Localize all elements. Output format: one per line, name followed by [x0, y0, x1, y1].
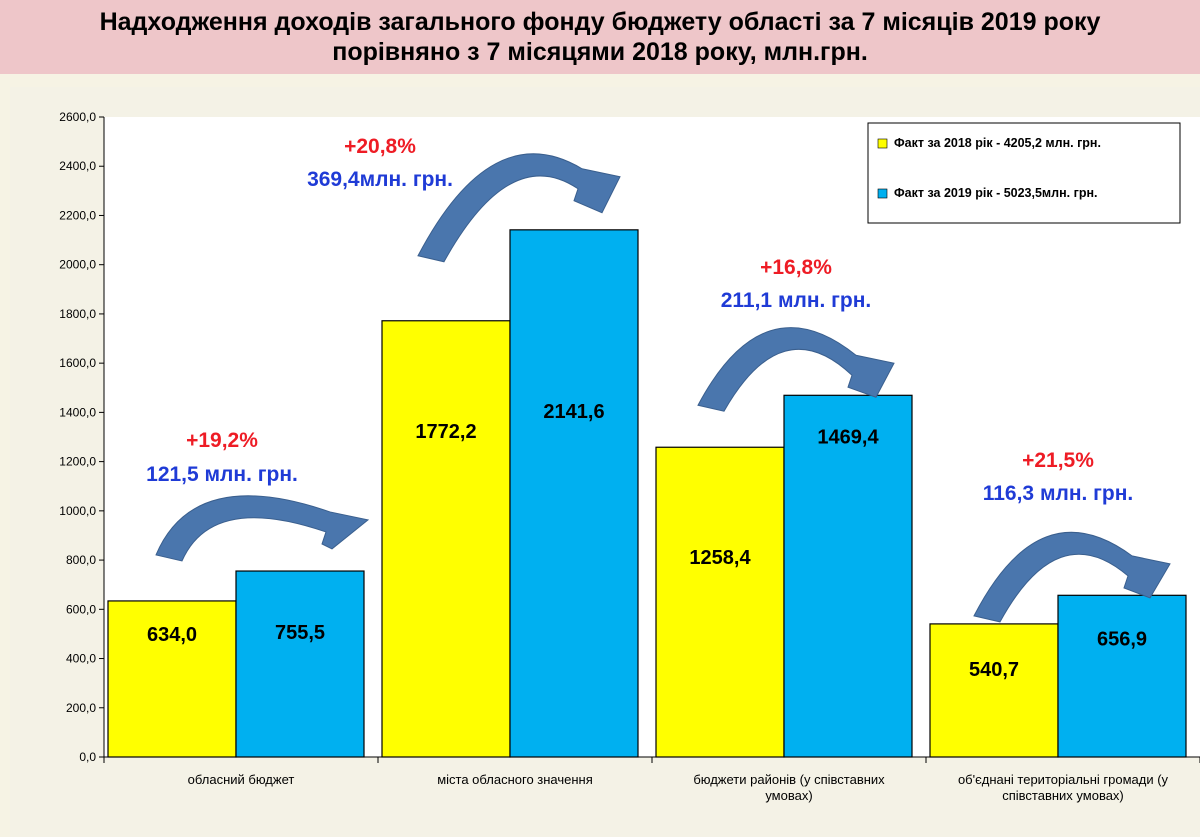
data-label: 1469,4: [817, 426, 879, 448]
growth-percent-label: +19,2%: [186, 429, 258, 452]
y-tick-label: 1200,0: [59, 455, 96, 469]
y-tick-label: 200,0: [66, 701, 96, 715]
x-category-label: обласний бюджет: [188, 772, 295, 787]
bar-2019: [509, 229, 639, 758]
data-label: 540,7: [969, 659, 1019, 681]
x-category-label: співставних умовах): [1002, 788, 1124, 803]
growth-amount-label: 211,1 млн. грн.: [721, 289, 872, 312]
growth-percent-label: +20,8%: [344, 135, 416, 158]
curved-arrow-icon: [697, 327, 895, 412]
chart-title-line1: Надходження доходів загального фонду бюд…: [99, 8, 1101, 36]
curved-arrow-icon: [417, 153, 621, 263]
bar-2019: [783, 394, 913, 758]
bar-2019: [235, 570, 365, 758]
y-tick-label: 400,0: [66, 652, 96, 666]
y-tick-label: 2200,0: [59, 208, 96, 222]
data-label: 634,0: [147, 624, 197, 646]
x-category-label: бюджети районів (у співставних: [693, 772, 885, 787]
bar-chart: 0,0 200,0 400,0 600,0 800,0 1000,0 1200,0 1400,…: [59, 110, 1200, 803]
curved-arrow-icon: [973, 531, 1171, 623]
y-tick-label: 2400,0: [59, 159, 96, 173]
bar-2018: [655, 446, 785, 758]
y-tick-label: 2000,0: [59, 258, 96, 272]
y-tick-label: 2600,0: [59, 110, 96, 124]
growth-amount-label: 121,5 млн. грн.: [146, 463, 298, 486]
legend-label-2018: Факт за 2018 рік - 4205,2 млн. грн.: [894, 136, 1101, 150]
bar-2018: [107, 600, 237, 758]
chart-panel: 0,0 200,0 400,0 600,0 800,0 1000,0 1200,0 1400,…: [10, 87, 1200, 837]
y-tick-label: 1600,0: [59, 356, 96, 370]
legend-box: [867, 122, 1181, 224]
legend-swatch-2019: [877, 188, 888, 199]
y-tick-label: 1400,0: [59, 405, 96, 419]
bar-2018: [381, 320, 511, 758]
x-category-label: умовах): [765, 788, 812, 803]
data-label: 2141,6: [543, 401, 604, 423]
y-tick-label: 800,0: [66, 553, 96, 567]
y-tick-label: 0,0: [79, 750, 96, 764]
y-tick-label: 1800,0: [59, 307, 96, 321]
growth-amount-label: 116,3 млн. грн.: [983, 482, 1134, 505]
x-category-label: міста обласного значення: [437, 772, 593, 787]
curved-arrow-icon: [155, 495, 370, 562]
x-category-label: об'єднані територіальні громади (у: [958, 772, 1169, 787]
growth-percent-label: +16,8%: [760, 256, 832, 279]
bar-2019: [1057, 594, 1187, 758]
legend-label-2019: Факт за 2019 рік - 5023,5млн. грн.: [894, 186, 1097, 200]
y-tick-label: 600,0: [66, 602, 96, 616]
legend-swatch-2018: [877, 138, 888, 149]
legend: Факт за 2018 рік - 4205,2 млн. грн. Факт …: [867, 122, 1181, 224]
y-tick-label: 1000,0: [59, 504, 96, 518]
title-band: Надходження доходів загального фонду бюд…: [0, 0, 1200, 74]
data-label: 1258,4: [689, 547, 751, 569]
data-label: 755,5: [275, 622, 325, 644]
bar-2018: [929, 623, 1059, 758]
growth-amount-label: 369,4млн. грн.: [307, 168, 453, 191]
data-label: 1772,2: [415, 421, 476, 443]
growth-percent-label: +21,5%: [1022, 449, 1094, 472]
data-label: 656,9: [1097, 628, 1147, 650]
chart-title-line2: порівняно з 7 місяцями 2018 року, млн.гр…: [332, 38, 868, 66]
